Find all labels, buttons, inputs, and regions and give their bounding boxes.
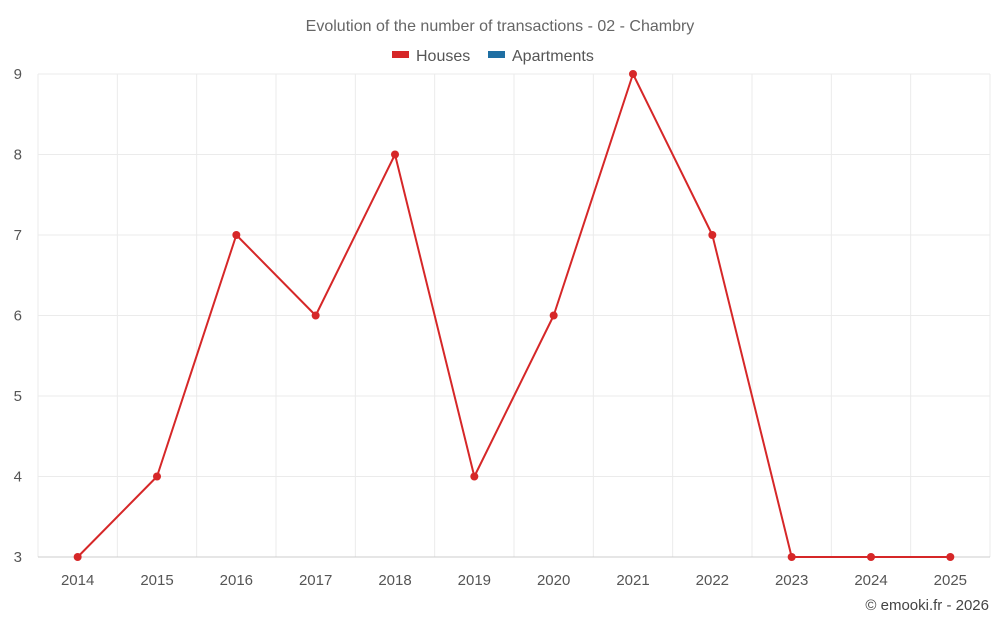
legend-item-houses[interactable]: Houses <box>392 48 470 65</box>
x-axis-ticks: 2014 2015 2016 2017 2018 2019 2020 2021 2022 2023… <box>61 572 967 589</box>
x-tick-label-2014: 2014 <box>61 572 94 589</box>
data-point-houses-2018[interactable] <box>391 150 399 159</box>
data-point-houses-2024[interactable] <box>867 553 875 561</box>
legend-swatch-apartments <box>488 51 505 58</box>
data-point-houses-2021[interactable] <box>629 70 637 78</box>
y-tick-label-3: 3 <box>14 549 22 566</box>
y-tick-label-8: 8 <box>14 147 22 164</box>
legend-label-houses: Houses <box>416 48 470 65</box>
data-point-houses-2023[interactable] <box>787 553 796 561</box>
data-point-houses-2019[interactable] <box>470 472 479 481</box>
y-tick-label-5: 5 <box>14 388 22 405</box>
series-line-houses <box>76 73 951 558</box>
y-tick-label-9: 9 <box>14 66 22 83</box>
y-tick-label-6: 6 <box>14 308 22 325</box>
x-tick-label-2022: 2022 <box>696 572 729 589</box>
data-point-houses-2025[interactable] <box>946 553 955 561</box>
x-tick-label-2020: 2020 <box>537 572 570 589</box>
legend-item-apartments[interactable]: Apartments <box>488 48 594 65</box>
x-tick-label-2015: 2015 <box>140 572 173 589</box>
credit-text: © emooki.fr - 2026 <box>865 597 989 614</box>
grid <box>37 73 991 558</box>
data-point-houses-2017[interactable] <box>311 311 320 320</box>
data-point-houses-2020[interactable] <box>549 311 558 320</box>
x-tick-label-2023: 2023 <box>775 572 808 589</box>
x-tick-label-2024: 2024 <box>854 572 887 589</box>
x-tick-label-2021: 2021 <box>616 572 649 589</box>
x-tick-label-2017: 2017 <box>299 572 332 589</box>
data-point-houses-2022[interactable] <box>708 231 717 239</box>
series-houses <box>73 70 955 561</box>
legend-label-apartments: Apartments <box>512 48 594 65</box>
legend: Houses Apartments <box>392 48 594 65</box>
x-tick-label-2016: 2016 <box>220 572 253 589</box>
y-tick-label-7: 7 <box>14 227 22 244</box>
x-tick-label-2018: 2018 <box>378 572 411 589</box>
data-point-houses-2015[interactable] <box>153 472 161 481</box>
chart-title: Evolution of the number of transactions … <box>306 18 695 35</box>
y-tick-label-4: 4 <box>14 469 22 486</box>
data-point-houses-2016[interactable] <box>232 231 241 239</box>
x-tick-label-2025: 2025 <box>934 572 967 589</box>
y-axis-ticks: 3 4 5 6 7 8 9 <box>14 66 22 566</box>
data-point-houses-2014[interactable] <box>73 553 82 561</box>
legend-swatch-houses <box>392 51 409 58</box>
x-tick-label-2019: 2019 <box>458 572 491 589</box>
